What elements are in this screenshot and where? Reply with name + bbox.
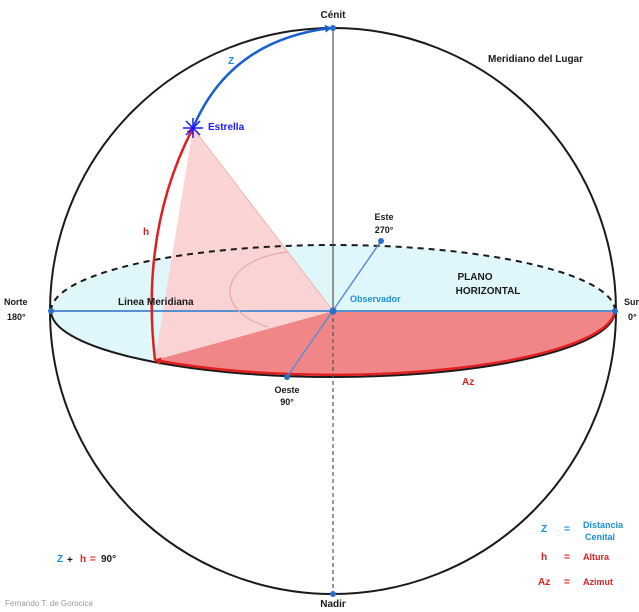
linea-meridiana-label: Linea Meridiana	[118, 297, 194, 308]
este-label: Este	[374, 212, 393, 222]
norte-node	[48, 308, 54, 314]
observador-label: Observador	[350, 294, 401, 304]
author-credit: Fernando T. de Gorocica	[5, 599, 93, 608]
formula-eq: =	[90, 554, 96, 565]
oeste-node	[284, 374, 290, 380]
norte-degree: 180°	[7, 312, 26, 322]
nadir-label: Nadir	[320, 599, 346, 610]
angle-arc	[229, 251, 289, 328]
sur-node	[612, 308, 618, 314]
plano-label-line1: PLANO	[458, 272, 493, 283]
legend: Z = Distancia Cenital h = Altura Az = Az…	[538, 520, 624, 588]
sur-label: Sur	[624, 297, 639, 307]
legend-z-text1: Distancia	[583, 520, 624, 530]
cenit-label: Cénit	[321, 10, 347, 21]
zenith-distance-arc	[191, 24, 332, 129]
sur-degree: 0°	[628, 312, 637, 322]
legend-h-eq: =	[564, 552, 570, 563]
azimuth-arc	[154, 310, 617, 377]
legend-z-eq: =	[564, 524, 570, 535]
formula-value: 90°	[101, 554, 116, 565]
norte-label: Norte	[4, 297, 28, 307]
h-arc-label: h	[143, 227, 149, 238]
legend-h-text1: Altura	[583, 552, 610, 562]
observer-node	[329, 307, 337, 315]
cenit-node	[330, 25, 336, 31]
star-icon	[183, 118, 203, 138]
azimuth-sector	[155, 311, 615, 375]
legend-az-symbol: Az	[538, 577, 550, 588]
observer-star-line	[192, 127, 334, 312]
altitude-triangle	[155, 128, 333, 360]
oeste-degree: 90°	[280, 397, 294, 407]
nadir-node	[330, 591, 336, 597]
legend-z-text2: Cenital	[585, 532, 615, 542]
formula-z: Z	[57, 554, 63, 565]
legend-h-symbol: h	[541, 552, 547, 563]
este-node	[378, 238, 384, 244]
legend-az-eq: =	[564, 577, 570, 588]
meridiano-label: Meridiano del Lugar	[488, 54, 583, 65]
este-degree: 270°	[375, 225, 394, 235]
legend-az-text1: Azimut	[583, 577, 613, 587]
legend-z-symbol: Z	[541, 524, 547, 535]
oeste-label: Oeste	[274, 385, 299, 395]
formula: Z + h = 90°	[57, 554, 116, 566]
formula-plus: +	[67, 555, 73, 566]
formula-h: h	[80, 554, 86, 565]
z-arc-label: Z	[228, 56, 234, 67]
estrella-label: Estrella	[208, 122, 245, 133]
az-arc-label: Az	[462, 377, 474, 388]
plano-label-line2: HORIZONTAL	[456, 286, 521, 297]
altitude-arc	[150, 127, 195, 361]
